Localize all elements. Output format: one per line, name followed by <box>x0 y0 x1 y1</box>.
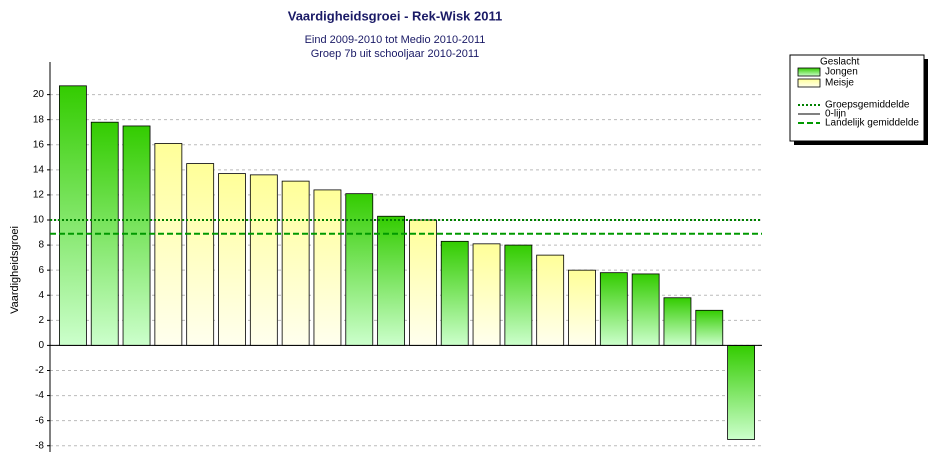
y-tick-label: 10 <box>33 215 45 226</box>
bar <box>568 269 596 346</box>
y-tick-label: 6 <box>38 265 44 276</box>
bar <box>727 345 755 440</box>
legend-label: Landelijk gemiddelde <box>825 118 919 129</box>
chart-subtitle: Eind 2009-2010 tot Medio 2010-2011 <box>305 34 486 46</box>
bar <box>218 173 246 346</box>
chart-subtitle: Groep 7b uit schooljaar 2010-2011 <box>311 48 480 60</box>
bar <box>377 215 405 346</box>
legend-label: Jongen <box>825 67 858 78</box>
bar <box>695 309 724 346</box>
y-tick-label: 0 <box>38 340 44 351</box>
bar <box>186 163 215 346</box>
y-tick-label: 12 <box>33 190 45 201</box>
bar <box>59 85 87 346</box>
legend-swatch <box>797 78 821 88</box>
legend-label: Groepsgemiddelde <box>825 100 910 111</box>
bar <box>472 243 501 346</box>
legend-label: Meisje <box>825 78 854 89</box>
y-tick-label: 18 <box>33 114 45 125</box>
y-tick-label: -2 <box>35 365 44 376</box>
bar <box>536 254 565 346</box>
bar <box>313 189 342 346</box>
legend-label: 0-lijn <box>825 109 846 120</box>
chart-title: Vaardigheidsgroei - Rek-Wisk 2011 <box>288 8 502 23</box>
bar <box>154 143 183 346</box>
y-tick-label: 8 <box>38 240 44 251</box>
bar <box>663 297 692 346</box>
y-axis-label: Vaardigheidsgroei <box>9 226 21 314</box>
bar <box>249 174 278 346</box>
y-tick-label: 16 <box>33 139 45 150</box>
y-tick-label: -6 <box>35 415 44 426</box>
bar <box>409 219 437 346</box>
y-tick-label: 2 <box>38 315 44 326</box>
bar <box>599 272 628 346</box>
y-tick-label: 14 <box>33 164 45 175</box>
y-tick-label: 4 <box>38 290 44 301</box>
bar <box>345 193 374 346</box>
y-tick-label: -8 <box>35 440 44 451</box>
legend-title: Geslacht <box>820 57 860 68</box>
bar <box>504 244 533 346</box>
bar <box>281 180 310 346</box>
bar <box>631 273 660 346</box>
bar <box>122 125 151 346</box>
y-tick-label: 20 <box>33 89 45 100</box>
y-tick-label: -4 <box>35 390 44 401</box>
legend-swatch <box>797 67 821 77</box>
bar <box>440 240 469 346</box>
